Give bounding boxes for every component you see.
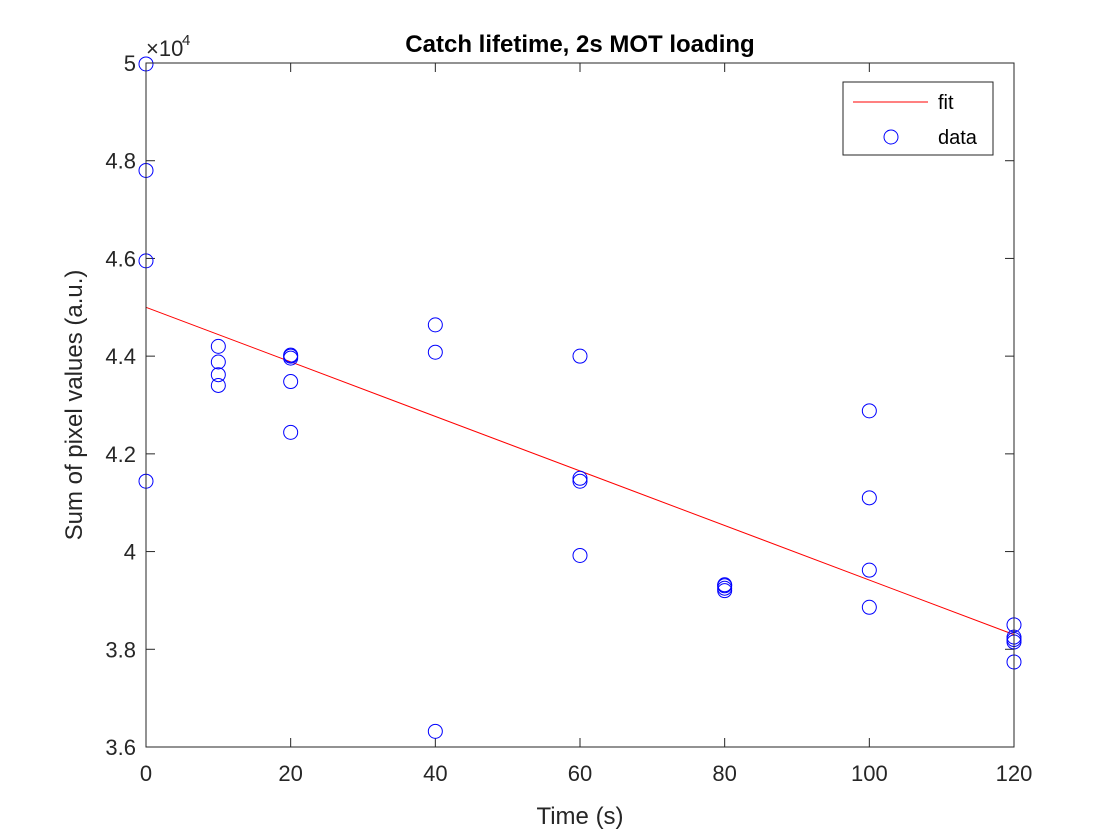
data-point	[427, 317, 443, 333]
data-point	[210, 338, 226, 354]
x-tick-label: 20	[278, 761, 302, 786]
data-point	[861, 562, 877, 578]
data-point	[572, 348, 588, 364]
x-tick-label: 0	[140, 761, 152, 786]
y-tick-label: 4.2	[105, 442, 136, 467]
legend-fit-label: fit	[938, 92, 954, 114]
x-tick-label: 100	[851, 761, 888, 786]
data-point	[283, 347, 299, 363]
data-point	[210, 354, 226, 370]
y-axis-exponent-base: ×10	[146, 36, 183, 61]
x-tick-label: 60	[568, 761, 592, 786]
legend-box	[842, 81, 994, 156]
data-point	[717, 583, 733, 599]
x-tick-label: 120	[996, 761, 1033, 786]
legend-data-label: data	[938, 127, 978, 149]
axes-box	[145, 62, 1015, 748]
data-point	[210, 377, 226, 393]
data-point	[572, 470, 588, 486]
data-point	[427, 723, 443, 739]
y-ticks: 3.6 3.8 4 4.2 4.4 4.6 4.8 5	[105, 51, 1014, 760]
data-point	[572, 547, 588, 563]
y-tick-label: 3.8	[105, 637, 136, 662]
y-tick-label: 4.4	[105, 344, 136, 369]
y-tick-label: 5	[124, 51, 136, 76]
y-tick-label: 4.8	[105, 149, 136, 174]
data-point	[861, 490, 877, 506]
data-point	[717, 578, 733, 594]
data-point	[572, 473, 588, 489]
legend: fit data	[842, 81, 994, 156]
y-tick-label: 4.6	[105, 246, 136, 271]
y-axis-label: Sum of pixel values (a.u.)	[61, 270, 88, 541]
data-point	[283, 424, 299, 440]
data-point	[861, 403, 877, 419]
y-axis-exponent-power: 4	[182, 32, 190, 49]
x-tick-label: 40	[423, 761, 447, 786]
y-tick-label: 3.6	[105, 735, 136, 760]
data-point	[210, 367, 226, 383]
data-point	[427, 344, 443, 360]
data-point	[861, 599, 877, 615]
y-tick-label: 4	[124, 540, 136, 565]
x-tick-label: 80	[712, 761, 736, 786]
x-axis-label: Time (s)	[536, 803, 623, 830]
data-point	[283, 350, 299, 366]
legend-data-swatch	[883, 129, 899, 145]
axes-background	[146, 63, 1014, 747]
x-ticks: 0 20 40 60 80 100 120	[140, 63, 1032, 786]
data-point	[283, 374, 299, 390]
chart-title: Catch lifetime, 2s MOT loading	[405, 31, 754, 58]
